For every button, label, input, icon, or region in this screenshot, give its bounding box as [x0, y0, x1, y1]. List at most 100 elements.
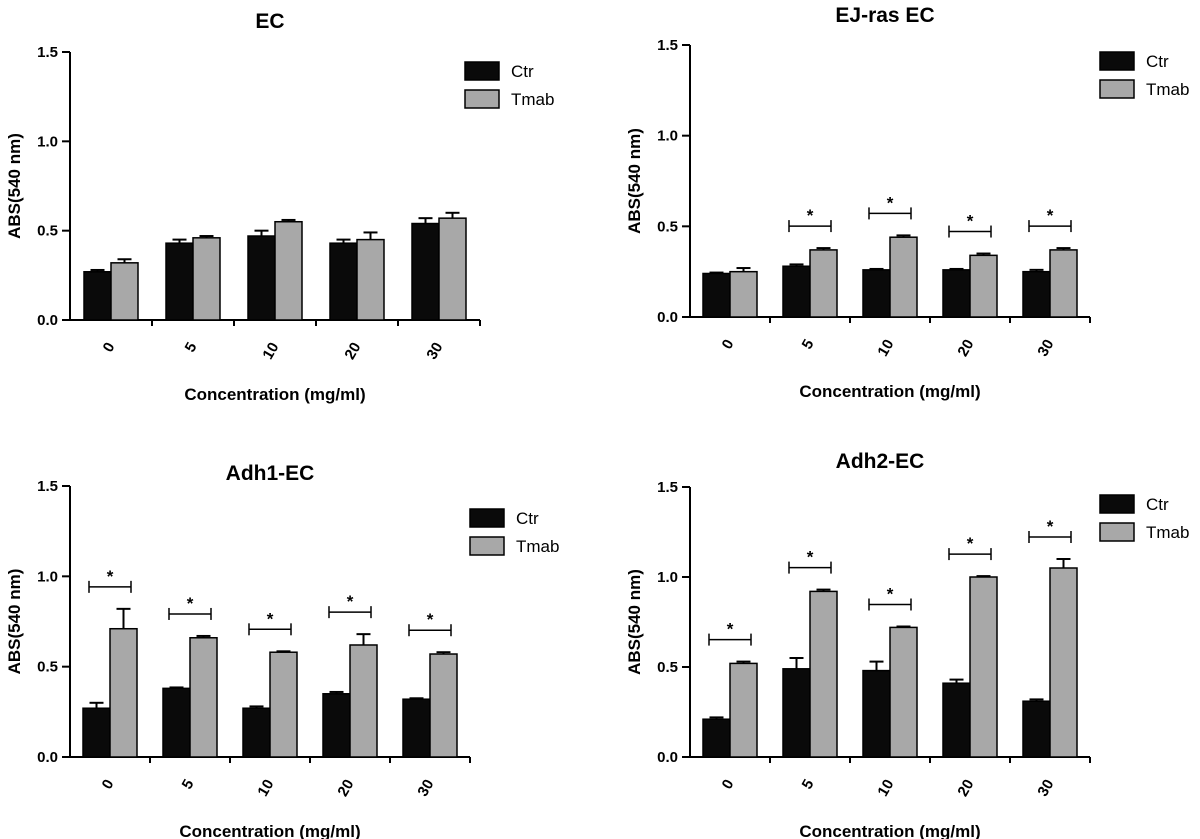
bar-ctr [942, 269, 971, 318]
y-tick-label: 1.5 [37, 478, 58, 495]
chart-title: Adh2-EC [836, 450, 925, 473]
y-tick-label: 1.5 [657, 479, 678, 496]
bar-ctr [942, 682, 971, 758]
bar-tmab [356, 238, 385, 321]
y-tick-label: 1.0 [37, 568, 58, 585]
legend-label-tmab: Tmab [1146, 80, 1189, 99]
significance-star: * [807, 206, 814, 225]
y-axis-label: ABS(540 nm) [5, 133, 24, 239]
bar-ctr [402, 698, 431, 758]
chart-title: EJ-ras EC [835, 4, 934, 27]
bar-tmab [269, 651, 298, 758]
bar-tmab [889, 626, 918, 758]
significance-star: * [1047, 206, 1054, 225]
bar-tmab [192, 237, 221, 321]
x-tick-label: 5 [799, 777, 818, 793]
bar-tmab [429, 653, 458, 758]
legend-swatch-tmab [1099, 522, 1135, 542]
bar-tmab [438, 217, 467, 321]
legend-swatch-ctr [1099, 494, 1135, 514]
y-tick-label: 0.5 [657, 659, 678, 676]
legend-swatch-ctr [1099, 51, 1135, 71]
bar-ctr [411, 222, 440, 321]
legend-swatch-tmab [1099, 79, 1135, 99]
legend-label-tmab: Tmab [516, 537, 559, 556]
significance-star: * [967, 212, 974, 231]
bar-tmab [729, 662, 758, 758]
x-tick-label: 5 [182, 340, 201, 356]
significance-star: * [107, 567, 114, 586]
bar-tmab [809, 590, 838, 758]
bar-ctr [1022, 270, 1051, 318]
bar-ctr [702, 718, 731, 758]
significance-star: * [887, 193, 894, 212]
y-axis-label: ABS(540 nm) [625, 569, 644, 675]
bar-tmab [349, 644, 378, 758]
bar-ctr [862, 669, 891, 758]
bar-ctr [83, 271, 112, 321]
legend-swatch-tmab [464, 89, 500, 109]
x-axis-label: Concentration (mg/ml) [799, 382, 980, 401]
legend-label-ctr: Ctr [1146, 52, 1169, 71]
x-tick-label: 30 [414, 777, 437, 800]
bar-tmab [729, 270, 758, 318]
bar-tmab [274, 220, 303, 321]
x-tick-label: 30 [423, 340, 446, 363]
significance-star: * [807, 548, 814, 567]
x-axis-label: Concentration (mg/ml) [184, 385, 365, 404]
y-tick-label: 1.5 [37, 44, 58, 61]
x-tick-label: 20 [954, 777, 977, 800]
y-axis-label: ABS(540 nm) [625, 128, 644, 234]
y-tick-label: 0.5 [657, 218, 678, 235]
y-tick-label: 0.0 [37, 312, 58, 329]
y-axis-label: ABS(540 nm) [5, 569, 24, 675]
x-tick-label: 0 [719, 337, 738, 353]
y-tick-label: 1.5 [657, 37, 678, 54]
bar-tmab [109, 627, 138, 758]
bar-tmab [889, 236, 918, 318]
bar-ctr [162, 687, 191, 758]
legend-swatch-ctr [469, 508, 505, 528]
bar-ctr [782, 265, 811, 318]
y-tick-label: 0.0 [657, 309, 678, 326]
significance-star: * [347, 592, 354, 611]
x-tick-label: 30 [1034, 337, 1057, 360]
significance-star: * [187, 594, 194, 613]
bar-tmab [969, 254, 998, 318]
legend-label-ctr: Ctr [511, 62, 534, 81]
legend-label-tmab: Tmab [511, 90, 554, 109]
x-tick-label: 20 [954, 337, 977, 360]
y-tick-label: 1.0 [657, 128, 678, 145]
chart-title: Adh1-EC [226, 462, 315, 485]
y-tick-label: 0.5 [37, 659, 58, 676]
bar-ctr [702, 272, 731, 318]
x-tick-label: 20 [334, 777, 357, 800]
significance-star: * [267, 609, 274, 628]
x-tick-label: 20 [341, 340, 364, 363]
significance-star: * [887, 585, 894, 604]
bar-tmab [969, 576, 998, 758]
x-tick-label: 5 [179, 777, 198, 793]
y-tick-label: 1.0 [657, 569, 678, 586]
legend-swatch-tmab [469, 536, 505, 556]
significance-star: * [427, 610, 434, 629]
chart-title: EC [255, 10, 284, 33]
x-tick-label: 10 [874, 337, 897, 360]
y-tick-label: 1.0 [37, 133, 58, 150]
legend-label-ctr: Ctr [1146, 495, 1169, 514]
x-tick-label: 0 [99, 777, 118, 793]
bar-tmab [189, 637, 218, 758]
bar-tmab [110, 262, 139, 321]
bar-ctr [242, 707, 271, 758]
y-tick-label: 0.5 [37, 223, 58, 240]
y-tick-label: 0.0 [657, 749, 678, 766]
x-axis-label: Concentration (mg/ml) [799, 822, 980, 839]
legend-swatch-ctr [464, 61, 500, 81]
bar-tmab [1049, 567, 1078, 758]
y-tick-label: 0.0 [37, 749, 58, 766]
bar-ctr [782, 668, 811, 758]
significance-star: * [1047, 517, 1054, 536]
bar-tmab [809, 249, 838, 318]
x-tick-label: 10 [259, 340, 282, 363]
x-axis-label: Concentration (mg/ml) [179, 822, 360, 839]
